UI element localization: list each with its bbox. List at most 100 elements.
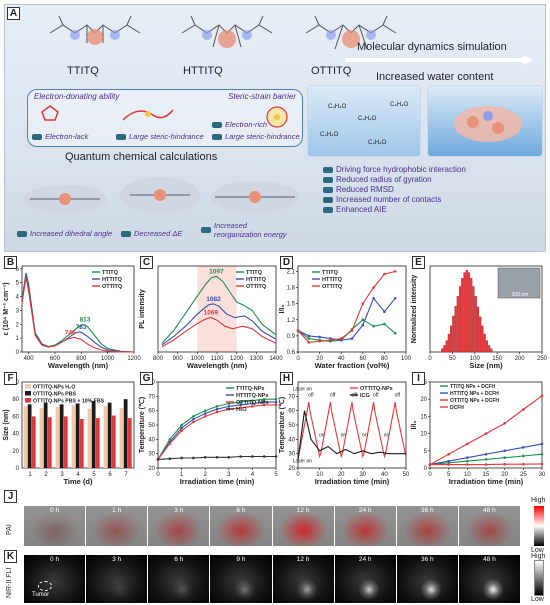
timepoint-label: 3 h	[112, 556, 122, 563]
data-point-I	[484, 432, 488, 435]
x-tick-label-C: 1400	[269, 356, 283, 362]
md-result-item: Enhanced AIE	[323, 205, 466, 214]
y-tick-label-I: 5	[424, 449, 428, 455]
series-line-C	[161, 303, 277, 346]
data-point-I	[428, 463, 432, 466]
aggregate-icon	[454, 106, 522, 142]
x-tick-label-D: 40	[338, 356, 345, 362]
series-line-G	[157, 455, 276, 460]
data-point-G	[274, 403, 278, 407]
data-point-D	[318, 335, 321, 339]
bar-F	[95, 418, 100, 468]
fli-image: 36 h	[396, 555, 458, 603]
data-point-G	[227, 402, 231, 405]
tem-scale-label-E: 200 nm	[512, 292, 529, 298]
data-point-G	[192, 420, 195, 424]
panel-d-label: D	[280, 256, 293, 269]
data-point-I	[503, 456, 506, 459]
data-point-I	[466, 456, 469, 459]
data-point-I	[540, 394, 544, 398]
legend-entry-F: OTTITQ-NPs PBS + 10% FBS	[33, 399, 105, 405]
md-arrow	[345, 55, 533, 65]
data-point-G	[215, 405, 219, 408]
pai-image: 24 h	[334, 506, 396, 546]
bar-F	[119, 407, 124, 468]
peak-annotation-B: 746	[65, 329, 76, 336]
x-tick-label-D: 80	[381, 356, 388, 362]
series-line-G	[157, 404, 276, 460]
water-title: Increased water content	[376, 71, 494, 83]
y-tick-label-D: 1.2	[287, 318, 296, 324]
x-tick-label-D: 20	[316, 356, 323, 362]
tag-large-steric-1: Large steric-hindrance	[116, 132, 204, 141]
pai-image: 36 h	[396, 506, 458, 546]
y-tick-label-H: 30	[288, 452, 295, 458]
x-tick-label-I: 5	[447, 472, 451, 478]
pai-colorbar	[534, 506, 544, 546]
data-point-I	[540, 462, 544, 466]
x-tick-label-E: 150	[492, 356, 503, 362]
y-axis-label-I: I/I₀	[411, 421, 418, 430]
legend-entry-G: OTTITQ-NPs	[236, 400, 269, 406]
x-tick-label-D: 100	[401, 356, 412, 362]
data-point-I	[466, 459, 469, 463]
timepoint-label: 48 h	[483, 556, 496, 563]
y-tick-label-D: 0.6	[287, 350, 296, 356]
tag-dihedral: Increased dihedral angle	[17, 229, 112, 238]
legend-entry-D: HTTITQ	[322, 277, 343, 283]
x-tick-label-C: 1000	[191, 356, 205, 362]
panel-i-label: I	[412, 372, 425, 385]
bar-F	[47, 417, 52, 468]
y-tick-label-F: 40	[12, 432, 19, 438]
data-point-I	[428, 463, 432, 466]
data-point-I	[447, 459, 450, 463]
legend-entry-D: OTTITQ	[322, 284, 343, 290]
panel-a: A TTITQ HTTITQ OTTITQ Molecular dynamics…	[4, 4, 546, 252]
data-point-D	[318, 338, 321, 342]
data-point-D	[383, 322, 386, 326]
data-point-G	[251, 399, 254, 402]
tag-arrow-icon	[212, 133, 222, 140]
bar-F	[103, 406, 108, 468]
x-tick-label-D: 60	[359, 356, 366, 362]
data-point-G	[180, 456, 183, 460]
y-axis-label-H: Temperature (℃)	[278, 397, 286, 453]
plot-frame-C	[157, 265, 277, 353]
bar-F	[79, 418, 84, 468]
data-point-I	[522, 408, 525, 411]
y-tick-label-I: 10	[420, 432, 427, 438]
y-tick-label-G: 50	[148, 423, 155, 429]
laser-annotation-H: off	[351, 392, 357, 398]
data-point-G	[168, 438, 172, 441]
data-point-I	[503, 449, 506, 453]
tag-arrow-icon	[323, 196, 333, 203]
data-point-G	[203, 455, 207, 459]
data-point-G	[156, 458, 160, 461]
fli-image: 9 h	[210, 555, 272, 603]
data-point-D	[296, 329, 300, 332]
thiophene-ring-icon	[41, 105, 59, 121]
data-point-D	[307, 334, 311, 338]
data-point-G	[203, 409, 207, 412]
steric-barrier-label: Steric-strain barrier	[228, 92, 297, 101]
timepoint-label: 48 h	[483, 507, 496, 514]
data-point-G	[215, 410, 219, 414]
timepoint-label: 1 h	[112, 507, 122, 514]
y-tick-label-D: 0.9	[287, 334, 296, 340]
x-axis-label-I: Irradiation time (min)	[449, 477, 524, 486]
molecule-ttitq	[49, 15, 141, 45]
data-point-G	[156, 458, 160, 461]
y-tick-label-B: 5	[16, 281, 20, 287]
series-line-C	[161, 317, 277, 348]
data-point-D	[393, 331, 397, 335]
bar-F	[43, 402, 48, 468]
thiophene-chain-icon	[122, 109, 174, 121]
histogram-bar-E	[476, 306, 480, 353]
x-tick-label-F: 3	[60, 472, 64, 478]
x-tick-label-C: 1100	[211, 356, 225, 362]
data-point-I	[466, 463, 469, 466]
y-axis-label-D: I/I₀	[279, 305, 286, 314]
bar-F	[107, 402, 112, 468]
fli-image: 3 h	[86, 555, 148, 603]
data-point-D	[393, 270, 397, 273]
